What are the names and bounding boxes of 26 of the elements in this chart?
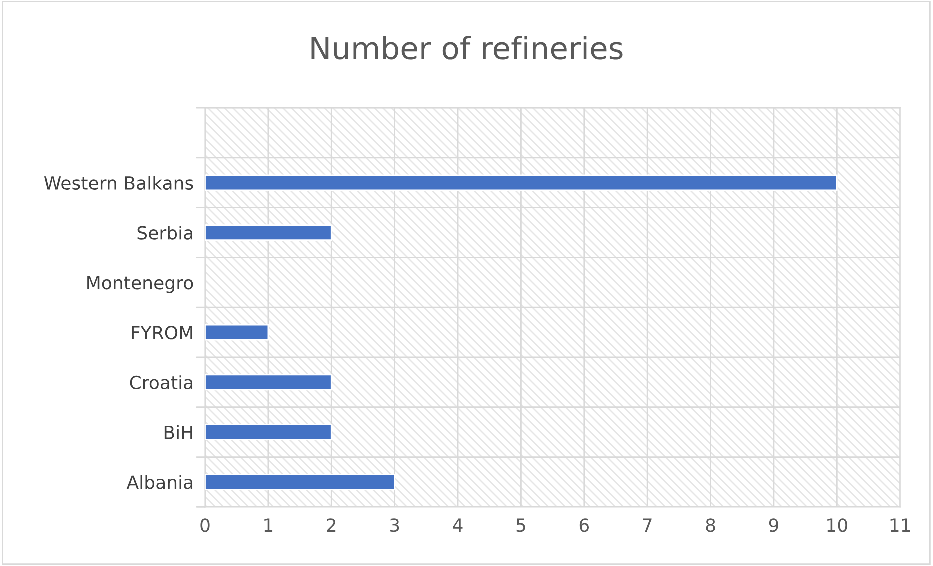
x-tick-label: 6 <box>580 518 590 532</box>
y-tick-label: Croatia <box>130 376 193 390</box>
bar <box>205 374 332 391</box>
bar <box>205 324 270 341</box>
x-tick-label: 5 <box>516 518 526 532</box>
x-tick-label: 4 <box>453 518 463 532</box>
x-tick-label: 9 <box>769 518 778 532</box>
x-tick-label: 2 <box>327 518 336 532</box>
bar <box>205 474 396 490</box>
chart-title: Number of refineries <box>312 36 623 60</box>
y-tick-label: FYROM <box>132 326 192 340</box>
x-tick-label: 3 <box>390 518 400 532</box>
y-tick-label: Serbia <box>138 226 193 240</box>
bar <box>205 174 838 192</box>
x-tick-label: 7 <box>643 518 652 532</box>
x-tick-label: 10 <box>828 518 848 532</box>
x-tick-label: 8 <box>706 518 716 532</box>
bar <box>205 224 332 241</box>
x-tick-label: 1 <box>264 518 273 532</box>
y-tick-label: Montenegro <box>88 276 194 294</box>
x-tick-label: 0 <box>200 518 210 532</box>
y-tick-label: BiH <box>164 425 192 440</box>
x-tick-label: 11 <box>890 518 910 532</box>
y-tick-label: Albania <box>126 475 193 490</box>
y-tick-label: Western Balkans <box>44 176 194 190</box>
bar <box>205 424 332 440</box>
